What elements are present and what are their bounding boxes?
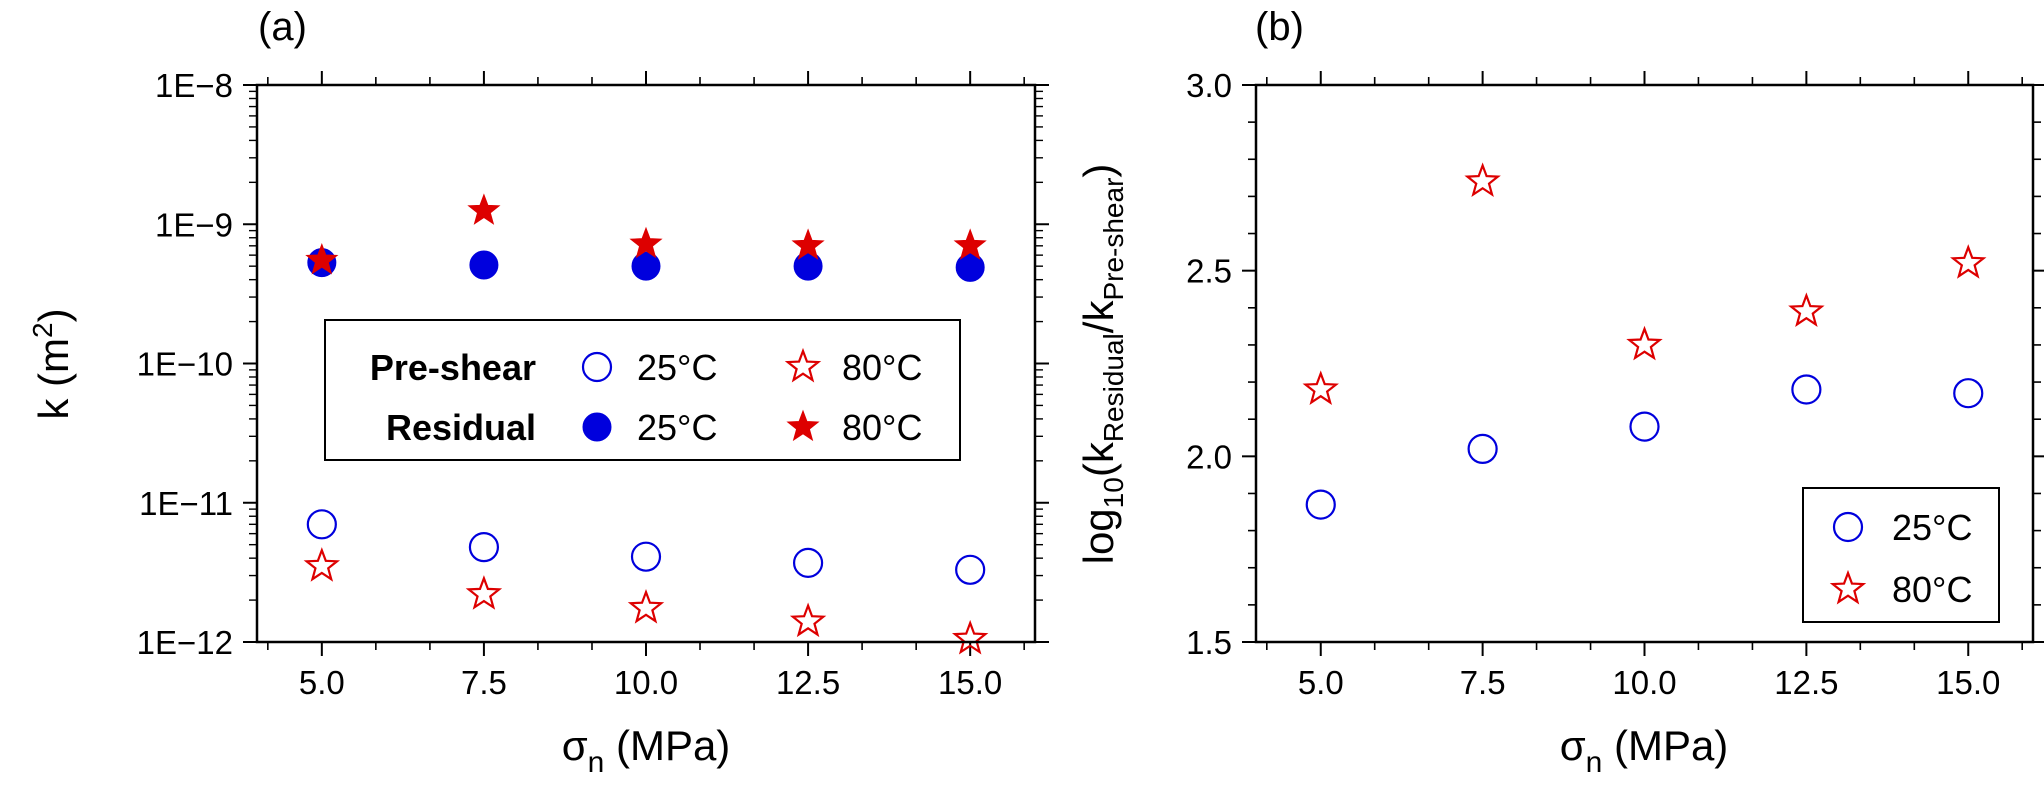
panel-a-y-axis-label: k (m2) [27, 308, 77, 419]
data-point [629, 226, 663, 259]
data-point [791, 228, 825, 260]
x-tick-label: 10.0 [614, 664, 678, 701]
legend-row-title-residual: Residual [386, 407, 536, 448]
data-point [1467, 433, 1498, 465]
panel-a-ticks: 5.0 7.5 10.0 12.5 15.0 1E−12 1E−11 1E−10 1E−9 1E−… [137, 67, 1049, 701]
data-point [955, 554, 986, 585]
panel-b-frame [1254, 83, 2035, 644]
data-point [467, 193, 501, 225]
data-point [630, 541, 662, 572]
data-point [1950, 244, 1987, 279]
panel-b-legend: 25°C 80°C [1802, 487, 2000, 623]
data-point [306, 509, 337, 540]
data-point [1788, 292, 1825, 328]
legend-marker-residual-80 [786, 409, 820, 442]
y-tick-label: 1.5 [1186, 624, 1232, 661]
y-tick-label: 1E−9 [155, 206, 233, 243]
x-tick-label: 12.5 [1774, 664, 1838, 701]
legend-b-label-80: 80°C [1892, 569, 1972, 610]
panel-b-ticks: 5.0 7.5 10.0 12.5 15.0 1.5 2.0 2.5 3.0 [1186, 67, 2044, 701]
data-point [955, 252, 985, 282]
panel-b-legend-box [1802, 487, 2000, 623]
legend-b-marker-80 [1829, 569, 1867, 605]
x-tick-label: 5.0 [299, 664, 345, 701]
data-point [631, 251, 661, 281]
data-point [792, 547, 824, 578]
x-tick-label: 15.0 [938, 664, 1002, 701]
data-point [1953, 378, 1984, 409]
legend-marker-pre-shear-80 [784, 347, 822, 383]
data-point [469, 250, 499, 280]
legend-b-marker-25 [1832, 511, 1864, 543]
legend-marker-residual-25 [582, 412, 612, 442]
legend-label-residual-25: 25°C [637, 407, 717, 448]
data-point [305, 242, 339, 275]
data-point [627, 589, 665, 624]
panel-a-legend-box [324, 319, 961, 461]
y-tick-label: 3.0 [1186, 67, 1232, 104]
panel-b-x-axis-label: σn (MPa) [1560, 722, 1729, 779]
y-tick-label: 2.5 [1186, 253, 1232, 290]
legend-b-label-25: 25°C [1892, 507, 1972, 548]
data-point [789, 602, 827, 638]
panel-b-y-axis-label: log10(kResidual/kPre-shear) [1075, 164, 1129, 565]
legend-label-pre-shear-80: 80°C [842, 347, 922, 388]
data-point [468, 532, 500, 563]
data-point [1791, 374, 1822, 405]
y-tick-label: 1E−10 [137, 346, 233, 383]
x-tick-label: 10.0 [1612, 664, 1676, 701]
data-point [1302, 370, 1339, 405]
y-tick-label: 1E−8 [155, 67, 233, 104]
data-point [1629, 411, 1660, 442]
data-point [1305, 489, 1336, 520]
panel-a-legend-markers [581, 347, 822, 442]
panel-b-points [1302, 162, 1987, 520]
panel-a: (a) 5.0 7.5 10.0 12.5 15.0 1E−12 1E−11 1E−10 1E−… [27, 5, 1049, 779]
legend-marker-pre-shear-25 [581, 351, 613, 383]
panel-b-label: (b) [1255, 5, 1304, 49]
x-tick-label: 7.5 [1460, 664, 1506, 701]
panel-a-x-axis-label: σn (MPa) [562, 722, 731, 779]
data-point [465, 575, 503, 610]
x-tick-label: 5.0 [1298, 664, 1344, 701]
panel-b: (b) 5.0 7.5 10.0 12.5 15.0 1.5 2.0 2.5 3.0 σn (M… [1075, 5, 2044, 779]
legend-label-pre-shear-25: 25°C [637, 347, 717, 388]
data-point [1626, 325, 1663, 361]
data-point [793, 251, 823, 281]
y-tick-label: 2.0 [1186, 438, 1232, 475]
data-point [953, 228, 987, 260]
panel-a-frame [255, 83, 1037, 644]
legend-row-title-pre-shear: Pre-shear [370, 347, 536, 388]
panel-a-label: (a) [258, 5, 307, 49]
x-tick-label: 15.0 [1936, 664, 2000, 701]
data-point [303, 547, 341, 582]
x-tick-label: 7.5 [461, 664, 507, 701]
data-point [1464, 162, 1501, 198]
y-tick-label: 1E−11 [139, 485, 233, 522]
panel-a-points [303, 193, 989, 655]
panel-a-legend: Pre-shear Residual 25°C 80°C 25°C 80°C [324, 319, 961, 461]
panel-b-legend-markers [1829, 511, 1867, 605]
x-tick-label: 12.5 [776, 664, 840, 701]
data-point [951, 619, 989, 655]
y-tick-label: 1E−12 [137, 624, 233, 661]
legend-label-residual-80: 80°C [842, 407, 922, 448]
